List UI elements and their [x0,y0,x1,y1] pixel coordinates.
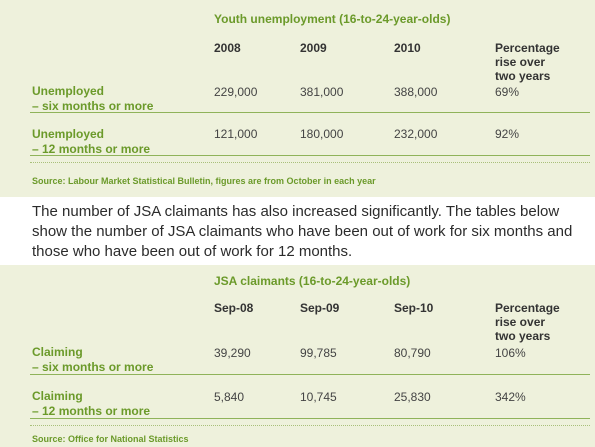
table2-row2-label-line2: – 12 months or more [32,404,151,418]
jsa-claimants-panel: JSA claimants (16-to-24-year-olds) Sep-0… [0,265,595,447]
table1-row1-rise: 69% [495,85,520,99]
table2-title: JSA claimants (16-to-24-year-olds) [214,274,411,288]
table1-col-percentage-rise: Percentage rise over two years [495,41,560,83]
table2-col-sep08: Sep-08 [214,301,254,315]
table1-row1-divider [30,112,590,113]
body-paragraph: The number of JSA claimants has also inc… [32,203,573,260]
table1-row2-2009: 180,000 [300,127,344,141]
table2-row1-label-line2: – six months or more [32,360,154,374]
table2-row2-sep08: 5,840 [214,390,245,404]
table1-source: Source: Labour Market Statistical Bullet… [32,176,376,186]
table2-source: Source: Office for National Statistics [32,434,189,444]
table2-col-sep09: Sep-09 [300,301,340,315]
table2-row2-divider [30,418,590,419]
table2-row1-sep09: 99,785 [300,346,337,360]
body-paragraph-block: The number of JSA claimants has also inc… [0,197,595,265]
table2-row2-rise: 342% [495,390,526,404]
table2-col-percentage-rise: Percentage rise over two years [495,301,560,343]
youth-unemployment-panel: Youth unemployment (16-to-24-year-olds) … [0,0,595,197]
table1-row1-label-line2: – six months or more [32,99,154,113]
table1-row1-2009: 381,000 [300,85,344,99]
table1-row2-2008: 121,000 [214,127,258,141]
table1-dotted-divider [30,162,590,163]
table1-row2-2010: 232,000 [394,127,438,141]
table2-row2-label: Claiming – 12 months or more [32,389,150,419]
table1-title: Youth unemployment (16-to-24-year-olds) [214,12,451,26]
table2-row1-sep10: 80,790 [394,346,431,360]
table2-row2-sep10: 25,830 [394,390,431,404]
table2-row1-divider [30,374,590,375]
table2-row1-label-line1: Claiming [32,345,83,359]
table1-col-2009: 2009 [300,41,327,55]
table1-row2-label-line1: Unemployed [32,127,105,141]
table1-col-2008: 2008 [214,41,241,55]
table1-row2-rise: 92% [495,127,520,141]
table1-row1-2008: 229,000 [214,85,258,99]
table2-row1-sep08: 39,290 [214,346,251,360]
table2-row1-rise: 106% [495,346,526,360]
table1-row1-label-line1: Unemployed [32,84,105,98]
table2-col-sep10: Sep-10 [394,301,434,315]
table1-row2-label-line2: – 12 months or more [32,142,151,156]
table2-dotted-divider [30,425,590,426]
table2-row2-sep09: 10,745 [300,390,337,404]
table1-row1-label: Unemployed – six months or more [32,84,153,114]
table1-row2-divider [30,155,590,156]
table2-row1-label: Claiming – six months or more [32,345,153,375]
table1-row2-label: Unemployed – 12 months or more [32,127,150,157]
table1-col-2010: 2010 [394,41,421,55]
table2-row2-label-line1: Claiming [32,389,83,403]
table1-row1-2010: 388,000 [394,85,438,99]
